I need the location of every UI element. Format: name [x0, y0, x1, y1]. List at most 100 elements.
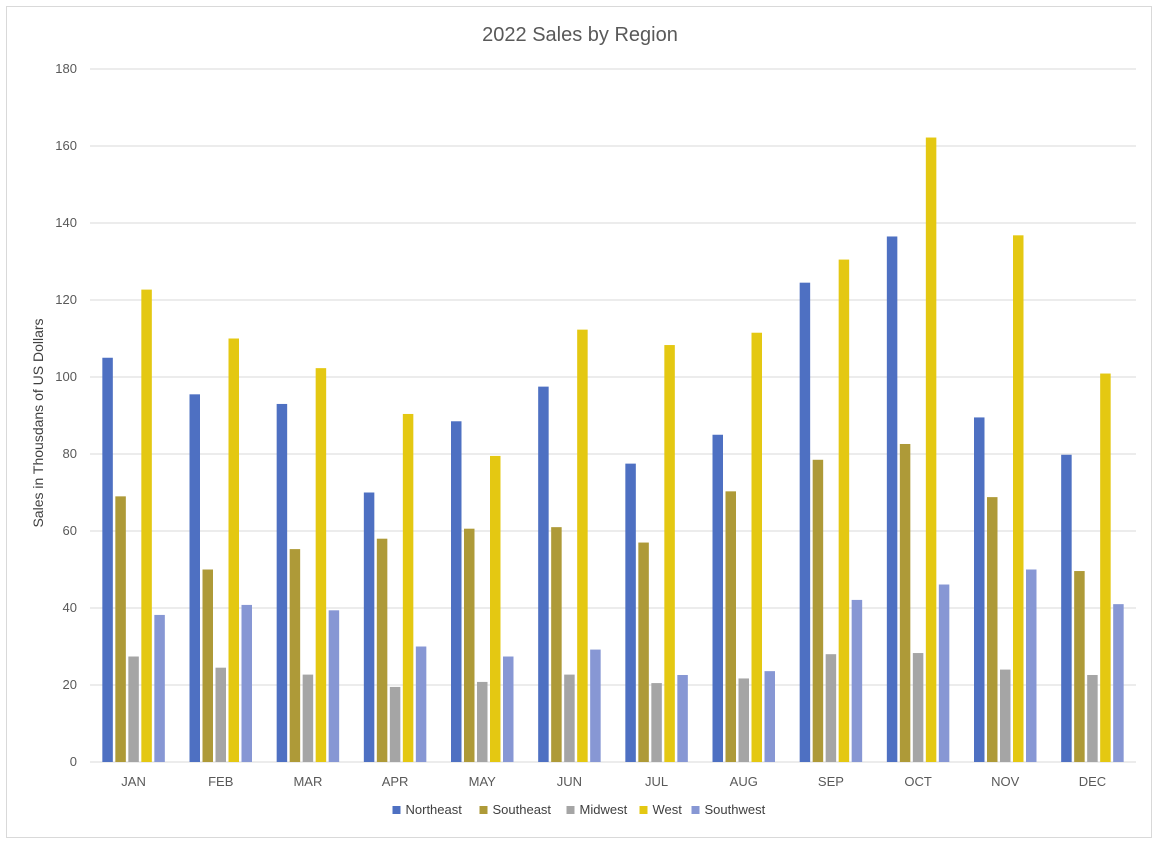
y-tick-label: 0 — [70, 754, 77, 769]
y-tick-label: 140 — [55, 215, 77, 230]
bar-west-feb — [228, 338, 239, 762]
gridlines — [90, 68, 1136, 763]
bar-southeast-oct — [899, 443, 911, 762]
bar-northeast-mar — [276, 403, 288, 762]
bar-northeast-may — [451, 421, 462, 762]
bar-midwest-oct — [912, 653, 924, 762]
chart-frame: 2022 Sales by Region 0 20 40 60 80 100 120 140 1… — [6, 6, 1152, 838]
bar-west-sep — [838, 259, 850, 762]
legend-label-northeast: Northeast — [406, 802, 463, 817]
bar-southeast-jul — [638, 542, 649, 762]
bar-southeast-jun — [551, 527, 562, 762]
y-tick-label: 120 — [55, 292, 77, 307]
bar-southwest-apr — [415, 646, 427, 762]
bar-midwest-aug — [738, 678, 749, 762]
bar-northeast-oct — [886, 236, 898, 763]
bar-midwest-jan — [128, 656, 139, 762]
bar-southwest-sep — [851, 599, 863, 762]
y-axis-title: Sales in Thousdans of US Dollars — [30, 318, 46, 527]
bar-chart: 2022 Sales by Region 0 20 40 60 80 100 120 140 1… — [30, 24, 1136, 817]
legend-label-southwest: Southwest — [705, 802, 766, 817]
bar-southwest-may — [503, 656, 514, 762]
bar-midwest-jul — [651, 683, 662, 762]
x-tick-label: JUL — [645, 774, 668, 789]
bar-northeast-feb — [189, 394, 200, 762]
chart-title: 2022 Sales by Region — [482, 24, 678, 46]
bar-southeast-aug — [725, 491, 736, 762]
bar-northeast-sep — [799, 282, 811, 762]
x-tick-label: NOV — [991, 774, 1020, 789]
bar-west-jan — [141, 289, 152, 762]
bar-southeast-sep — [812, 459, 824, 762]
y-tick-label: 80 — [63, 446, 77, 461]
y-tick-label: 100 — [55, 369, 77, 384]
legend-swatch-northeast — [392, 806, 401, 814]
legend-swatch-west — [639, 806, 648, 814]
y-tick-label: 20 — [63, 677, 77, 692]
bar-southeast-mar — [289, 549, 301, 762]
legend-swatch-southwest — [691, 806, 700, 814]
y-tick-label: 180 — [55, 61, 77, 76]
bar-midwest-feb — [215, 667, 226, 762]
x-tick-label: JUN — [557, 774, 582, 789]
x-tick-label: SEP — [818, 774, 844, 789]
bar-northeast-nov — [974, 417, 985, 762]
bar-midwest-jun — [564, 674, 575, 762]
bar-southwest-aug — [764, 671, 775, 762]
bar-northeast-aug — [712, 434, 723, 762]
legend-label-midwest: Midwest — [580, 802, 628, 817]
x-tick-label: APR — [382, 774, 409, 789]
bar-southeast-dec — [1074, 571, 1085, 762]
y-axis-ticks: 0 20 40 60 80 100 120 140 160 180 — [55, 61, 77, 769]
legend-swatch-midwest — [566, 806, 575, 814]
x-tick-label: FEB — [208, 774, 233, 789]
bar-west-apr — [402, 413, 414, 762]
bar-southwest-jan — [154, 614, 165, 762]
bar-northeast-jul — [625, 463, 636, 762]
x-axis-ticks: JAN FEB MAR APR MAY JUN JUL AUG SEP OCT NOV DEC — [121, 774, 1106, 789]
bar-midwest-mar — [302, 674, 314, 762]
bar-southeast-jan — [115, 496, 126, 762]
bar-midwest-apr — [389, 686, 401, 762]
bar-west-oct — [925, 137, 937, 762]
x-tick-label: MAR — [293, 774, 322, 789]
bar-southeast-may — [464, 528, 475, 762]
bar-west-mar — [315, 368, 327, 762]
bar-southwest-jul — [677, 674, 688, 762]
bar-west-may — [490, 455, 501, 762]
x-tick-label: JAN — [121, 774, 146, 789]
bar-southwest-mar — [328, 610, 340, 762]
y-tick-label: 40 — [63, 600, 77, 615]
bar-west-jul — [664, 345, 675, 762]
bar-west-jun — [577, 329, 588, 762]
legend-swatch-southeast — [479, 806, 488, 814]
bar-southwest-nov — [1026, 569, 1037, 762]
bar-northeast-apr — [363, 492, 375, 762]
bar-midwest-dec — [1087, 674, 1098, 762]
x-tick-label: DEC — [1079, 774, 1106, 789]
x-tick-label: OCT — [904, 774, 932, 789]
legend: Northeast Southeast Midwest West Southwest — [392, 802, 766, 817]
bars — [102, 137, 1124, 763]
legend-label-west: West — [653, 802, 683, 817]
bar-midwest-nov — [1000, 669, 1011, 762]
bar-southeast-apr — [376, 538, 388, 762]
bar-southwest-feb — [241, 604, 252, 762]
bar-northeast-dec — [1061, 454, 1072, 762]
y-tick-label: 160 — [55, 138, 77, 153]
bar-southeast-nov — [987, 497, 998, 762]
x-tick-label: AUG — [730, 774, 758, 789]
bar-southeast-feb — [202, 569, 213, 762]
bar-midwest-sep — [825, 654, 837, 762]
bar-west-dec — [1100, 373, 1111, 762]
bar-southwest-dec — [1113, 604, 1124, 762]
bar-northeast-jun — [538, 386, 549, 762]
bar-southwest-jun — [590, 649, 601, 762]
x-tick-label: MAY — [469, 774, 497, 789]
bar-west-aug — [751, 332, 762, 762]
bar-midwest-may — [477, 681, 488, 762]
bar-southwest-oct — [938, 584, 950, 762]
y-tick-label: 60 — [63, 523, 77, 538]
legend-label-southeast: Southeast — [493, 802, 552, 817]
bar-west-nov — [1013, 235, 1024, 762]
